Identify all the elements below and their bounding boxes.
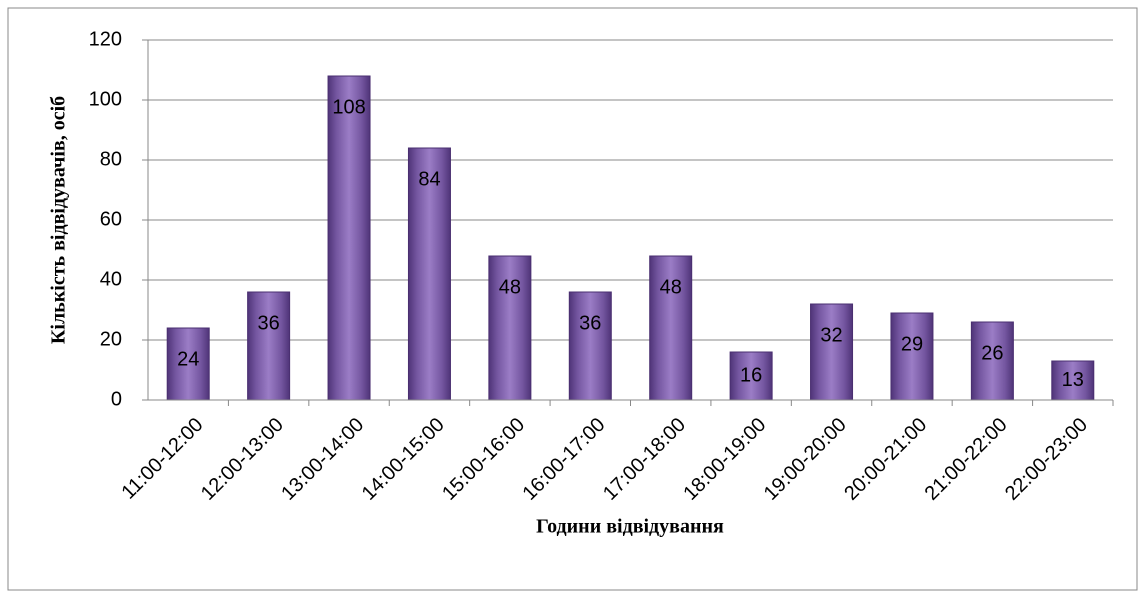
data-label: 48 bbox=[499, 276, 521, 298]
data-label: 84 bbox=[418, 168, 440, 190]
data-label: 36 bbox=[258, 312, 280, 334]
y-tick-label: 100 bbox=[89, 88, 122, 110]
y-tick-label: 80 bbox=[100, 148, 122, 170]
bar bbox=[166, 327, 210, 401]
y-axis-title: Кількість відвідувачів, осіб bbox=[48, 96, 70, 344]
data-label: 32 bbox=[820, 324, 842, 346]
data-label: 48 bbox=[660, 276, 682, 298]
data-label: 24 bbox=[177, 348, 199, 370]
bar bbox=[407, 147, 451, 401]
bar bbox=[810, 303, 854, 401]
data-label: 13 bbox=[1062, 369, 1084, 391]
y-tick-label: 60 bbox=[100, 208, 122, 230]
data-label: 16 bbox=[740, 364, 762, 386]
bar bbox=[1051, 360, 1095, 401]
data-label: 108 bbox=[332, 96, 365, 118]
y-tick-label: 40 bbox=[100, 268, 122, 290]
data-label: 36 bbox=[579, 312, 601, 334]
y-tick-label: 120 bbox=[89, 28, 122, 50]
y-tick-label: 20 bbox=[100, 328, 122, 350]
bar bbox=[649, 255, 693, 401]
bar bbox=[568, 291, 612, 401]
data-label: 26 bbox=[981, 342, 1003, 364]
x-axis-title: Години відвідування bbox=[536, 516, 724, 538]
y-tick-label: 0 bbox=[111, 388, 122, 410]
bar bbox=[488, 255, 532, 401]
bar bbox=[327, 75, 371, 401]
bar bbox=[729, 351, 773, 401]
bar bbox=[890, 312, 934, 401]
bar bbox=[247, 291, 291, 401]
bar bbox=[970, 321, 1014, 401]
data-label: 29 bbox=[901, 333, 923, 355]
